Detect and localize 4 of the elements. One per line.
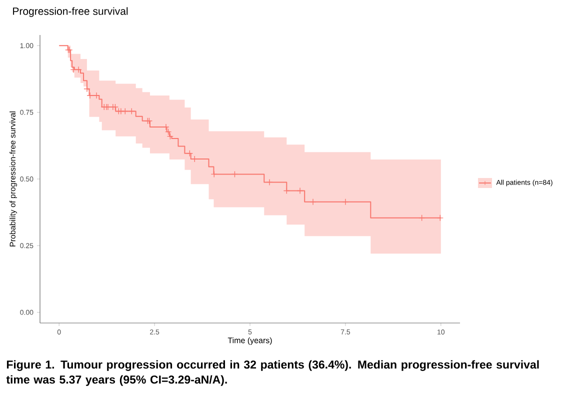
text: Figure 1. Tumour progression occurred in 32 patients (36.4%). Median progression-free survival time was 5.37 years (95% CI=3.29-aN/A). (6, 360, 539, 386)
y-axis-title: Probability of progression-free survival (10, 112, 18, 246)
x-axis-title: Time (years) (228, 337, 272, 345)
chart-title: Progression-free survival (13, 7, 128, 17)
